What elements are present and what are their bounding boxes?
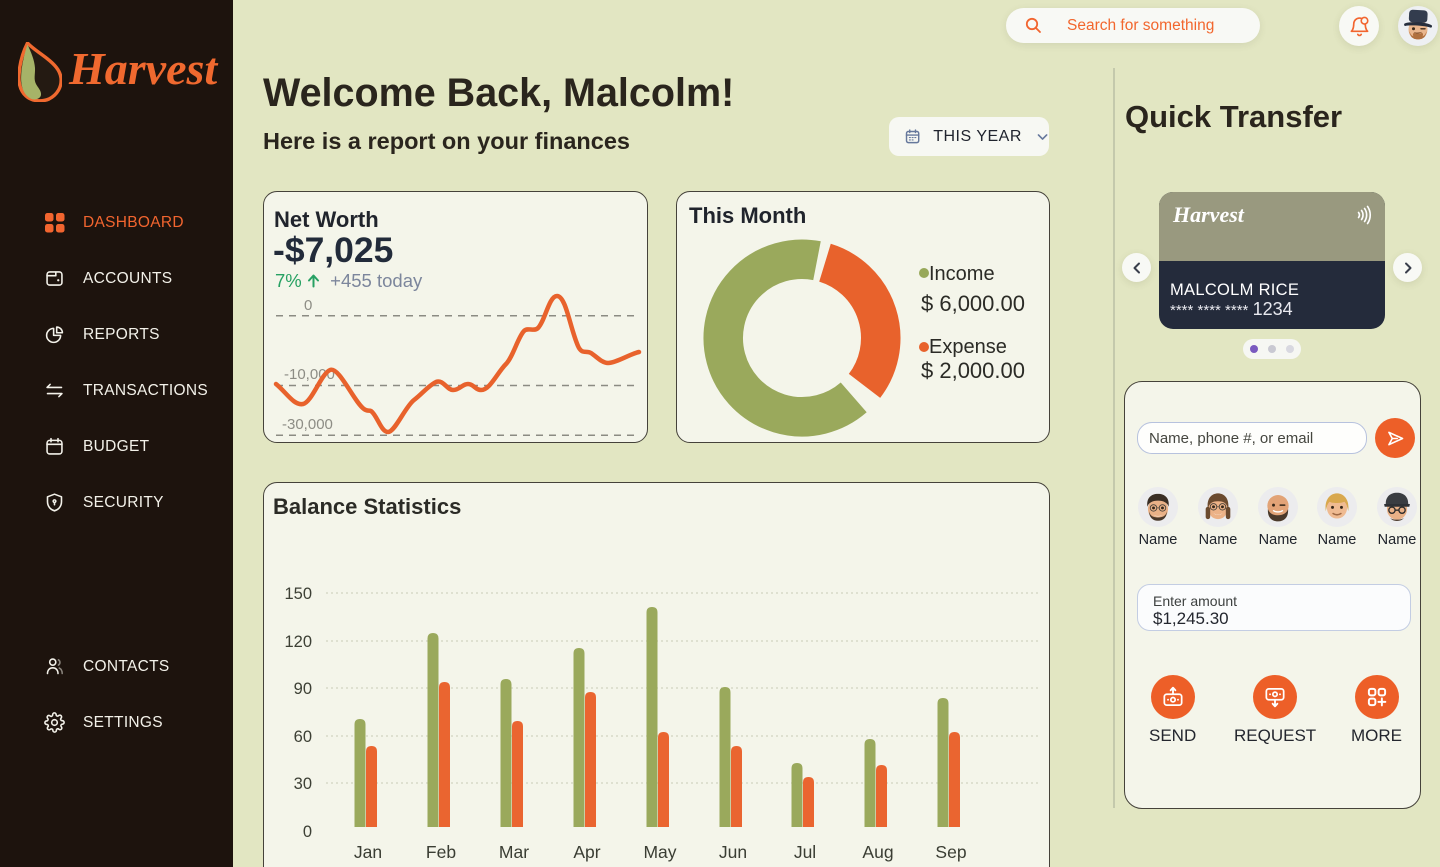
svg-text:30: 30	[294, 775, 312, 793]
svg-text:60: 60	[294, 728, 312, 746]
svg-text:Jul: Jul	[794, 842, 816, 862]
svg-text:Feb: Feb	[426, 842, 456, 862]
svg-text:Apr: Apr	[573, 842, 600, 862]
svg-text:Sep: Sep	[935, 842, 966, 862]
svg-text:150: 150	[284, 585, 312, 603]
svg-text:May: May	[643, 842, 676, 862]
svg-text:0: 0	[304, 297, 312, 314]
svg-text:120: 120	[284, 633, 312, 651]
svg-text:Jan: Jan	[354, 842, 382, 862]
svg-text:-30,000: -30,000	[282, 416, 333, 433]
svg-text:Jun: Jun	[719, 842, 747, 862]
svg-text:90: 90	[294, 680, 312, 698]
svg-text:Mar: Mar	[499, 842, 529, 862]
svg-text:0: 0	[303, 823, 312, 841]
svg-text:Aug: Aug	[862, 842, 893, 862]
